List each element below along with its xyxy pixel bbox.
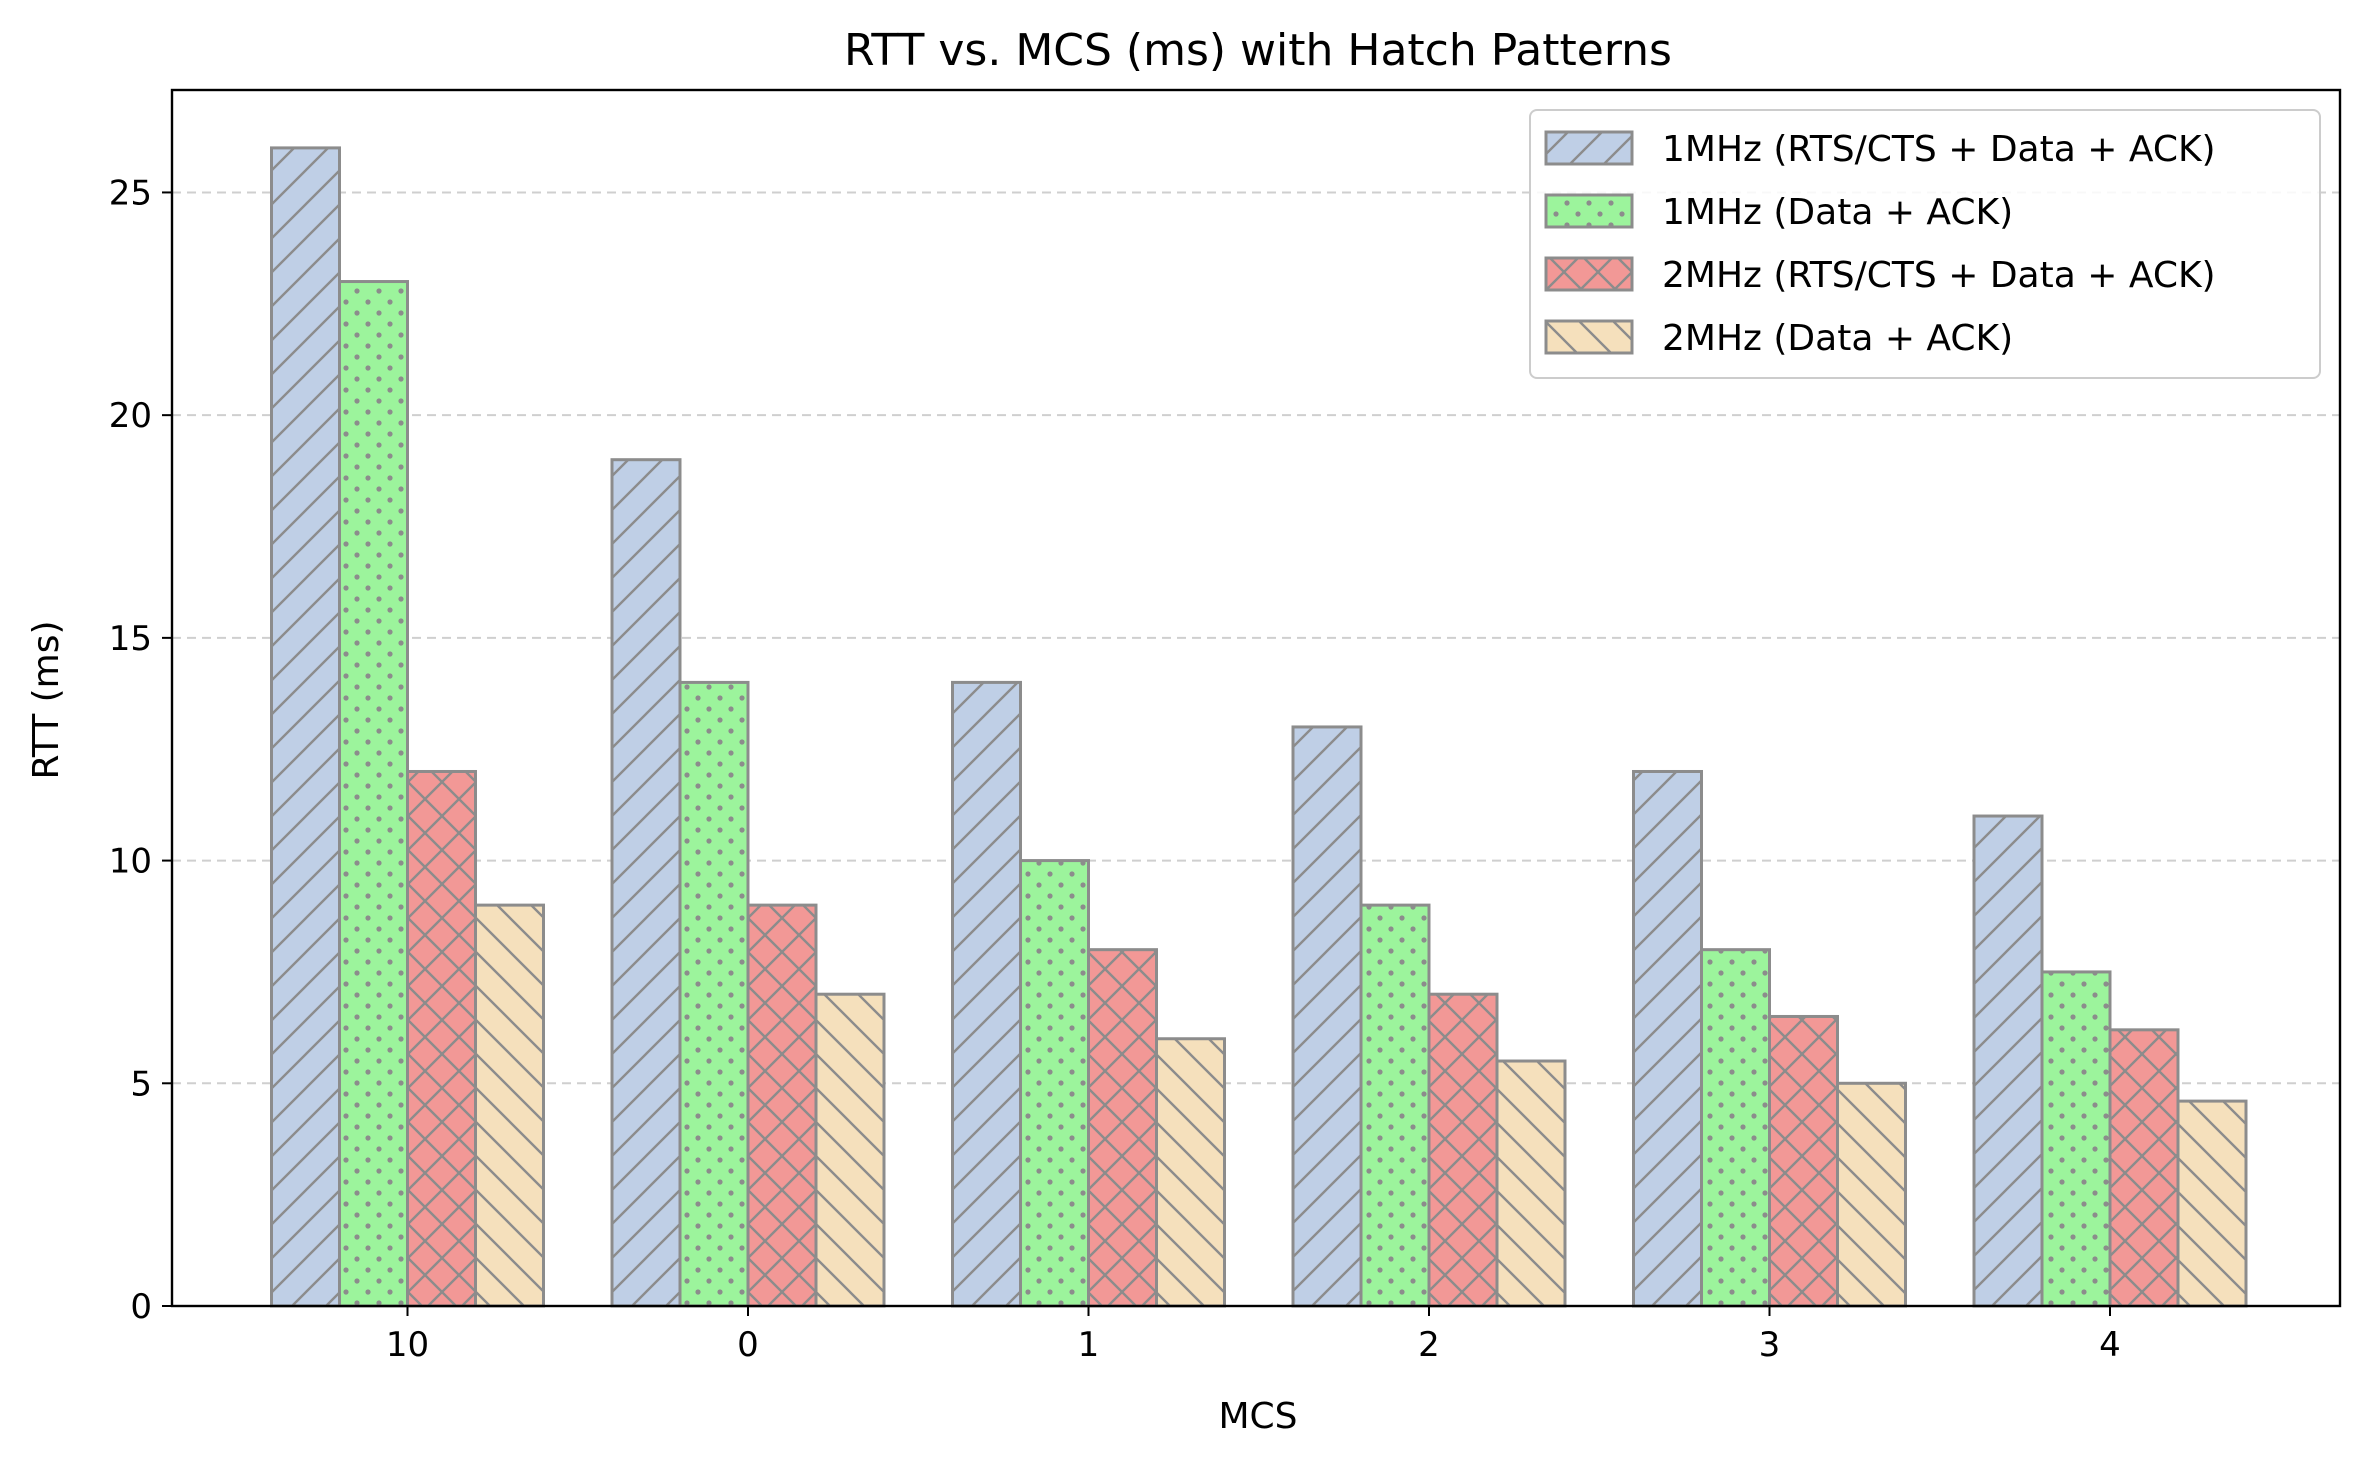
legend-swatch bbox=[1544, 256, 1634, 292]
bar-0-series-3 bbox=[746, 903, 818, 1308]
x-tick-label: 2 bbox=[1418, 1325, 1440, 1365]
y-tick-label: 25 bbox=[109, 173, 152, 213]
bar-4-series-1 bbox=[1972, 814, 2044, 1308]
bar-4-series-4 bbox=[2176, 1099, 2248, 1308]
chart-title: RTT vs. MCS (ms) with Hatch Patterns bbox=[844, 25, 1672, 76]
legend-label: 1MHz (Data + ACK) bbox=[1662, 192, 2013, 233]
y-tick-label: 0 bbox=[130, 1287, 152, 1327]
legend-swatch bbox=[1544, 319, 1634, 355]
x-tick-label: 4 bbox=[2099, 1325, 2121, 1365]
bar-10-series-1 bbox=[270, 146, 341, 1308]
x-tick-label: 0 bbox=[737, 1325, 759, 1365]
bar-1-series-1 bbox=[951, 680, 1022, 1308]
legend: 1MHz (RTS/CTS + Data + ACK) 1MHz (Data + … bbox=[1529, 109, 2321, 379]
bar-0-series-1 bbox=[610, 458, 682, 1308]
x-axis-title: MCS bbox=[1218, 1396, 1297, 1437]
bar-3-series-1 bbox=[1632, 769, 1703, 1308]
legend-box bbox=[1529, 109, 2321, 379]
legend-label: 2MHz (Data + ACK) bbox=[1662, 318, 2013, 359]
x-tick-label: 10 bbox=[386, 1325, 429, 1365]
bars bbox=[270, 146, 2248, 1308]
plot-frame bbox=[170, 88, 2342, 1308]
bar-0-series-2 bbox=[678, 680, 750, 1308]
bar-1-series-3 bbox=[1087, 948, 1158, 1308]
bar-0-series-4 bbox=[814, 992, 886, 1308]
bar-1-series-2 bbox=[1019, 859, 1090, 1308]
bar-4-series-2 bbox=[2040, 970, 2112, 1308]
bar-1-series-4 bbox=[1155, 1037, 1226, 1308]
bar-3-series-3 bbox=[1768, 1014, 1839, 1308]
y-axis-title: RTT (ms) bbox=[26, 620, 67, 779]
bar-2-series-3 bbox=[1427, 992, 1499, 1308]
bar-2-series-1 bbox=[1291, 725, 1363, 1308]
bar-10-series-2 bbox=[338, 280, 409, 1308]
bar-3-series-4 bbox=[1836, 1081, 1907, 1308]
legend-swatch bbox=[1544, 193, 1634, 229]
bar-4-series-3 bbox=[2108, 1028, 2180, 1308]
y-tick-label: 10 bbox=[109, 842, 152, 882]
bar-2-series-4 bbox=[1495, 1059, 1567, 1308]
y-tick-label: 5 bbox=[130, 1064, 152, 1104]
bar-2-series-2 bbox=[1359, 903, 1431, 1308]
x-tick-label: 3 bbox=[1759, 1325, 1781, 1365]
bar-10-series-3 bbox=[406, 769, 477, 1308]
x-tick-label: 1 bbox=[1078, 1325, 1100, 1365]
legend-swatch bbox=[1544, 130, 1634, 166]
bar-3-series-2 bbox=[1700, 948, 1771, 1308]
legend-label: 2MHz (RTS/CTS + Data + ACK) bbox=[1662, 255, 2216, 296]
y-tick-label: 20 bbox=[109, 396, 152, 436]
bar-10-series-4 bbox=[474, 903, 545, 1308]
y-tick-label: 15 bbox=[109, 619, 152, 659]
legend-label: 1MHz (RTS/CTS + Data + ACK) bbox=[1662, 129, 2216, 170]
axes: 0 5 10 15 20 25 10 0 1 2 3 4 bbox=[109, 88, 2342, 1365]
